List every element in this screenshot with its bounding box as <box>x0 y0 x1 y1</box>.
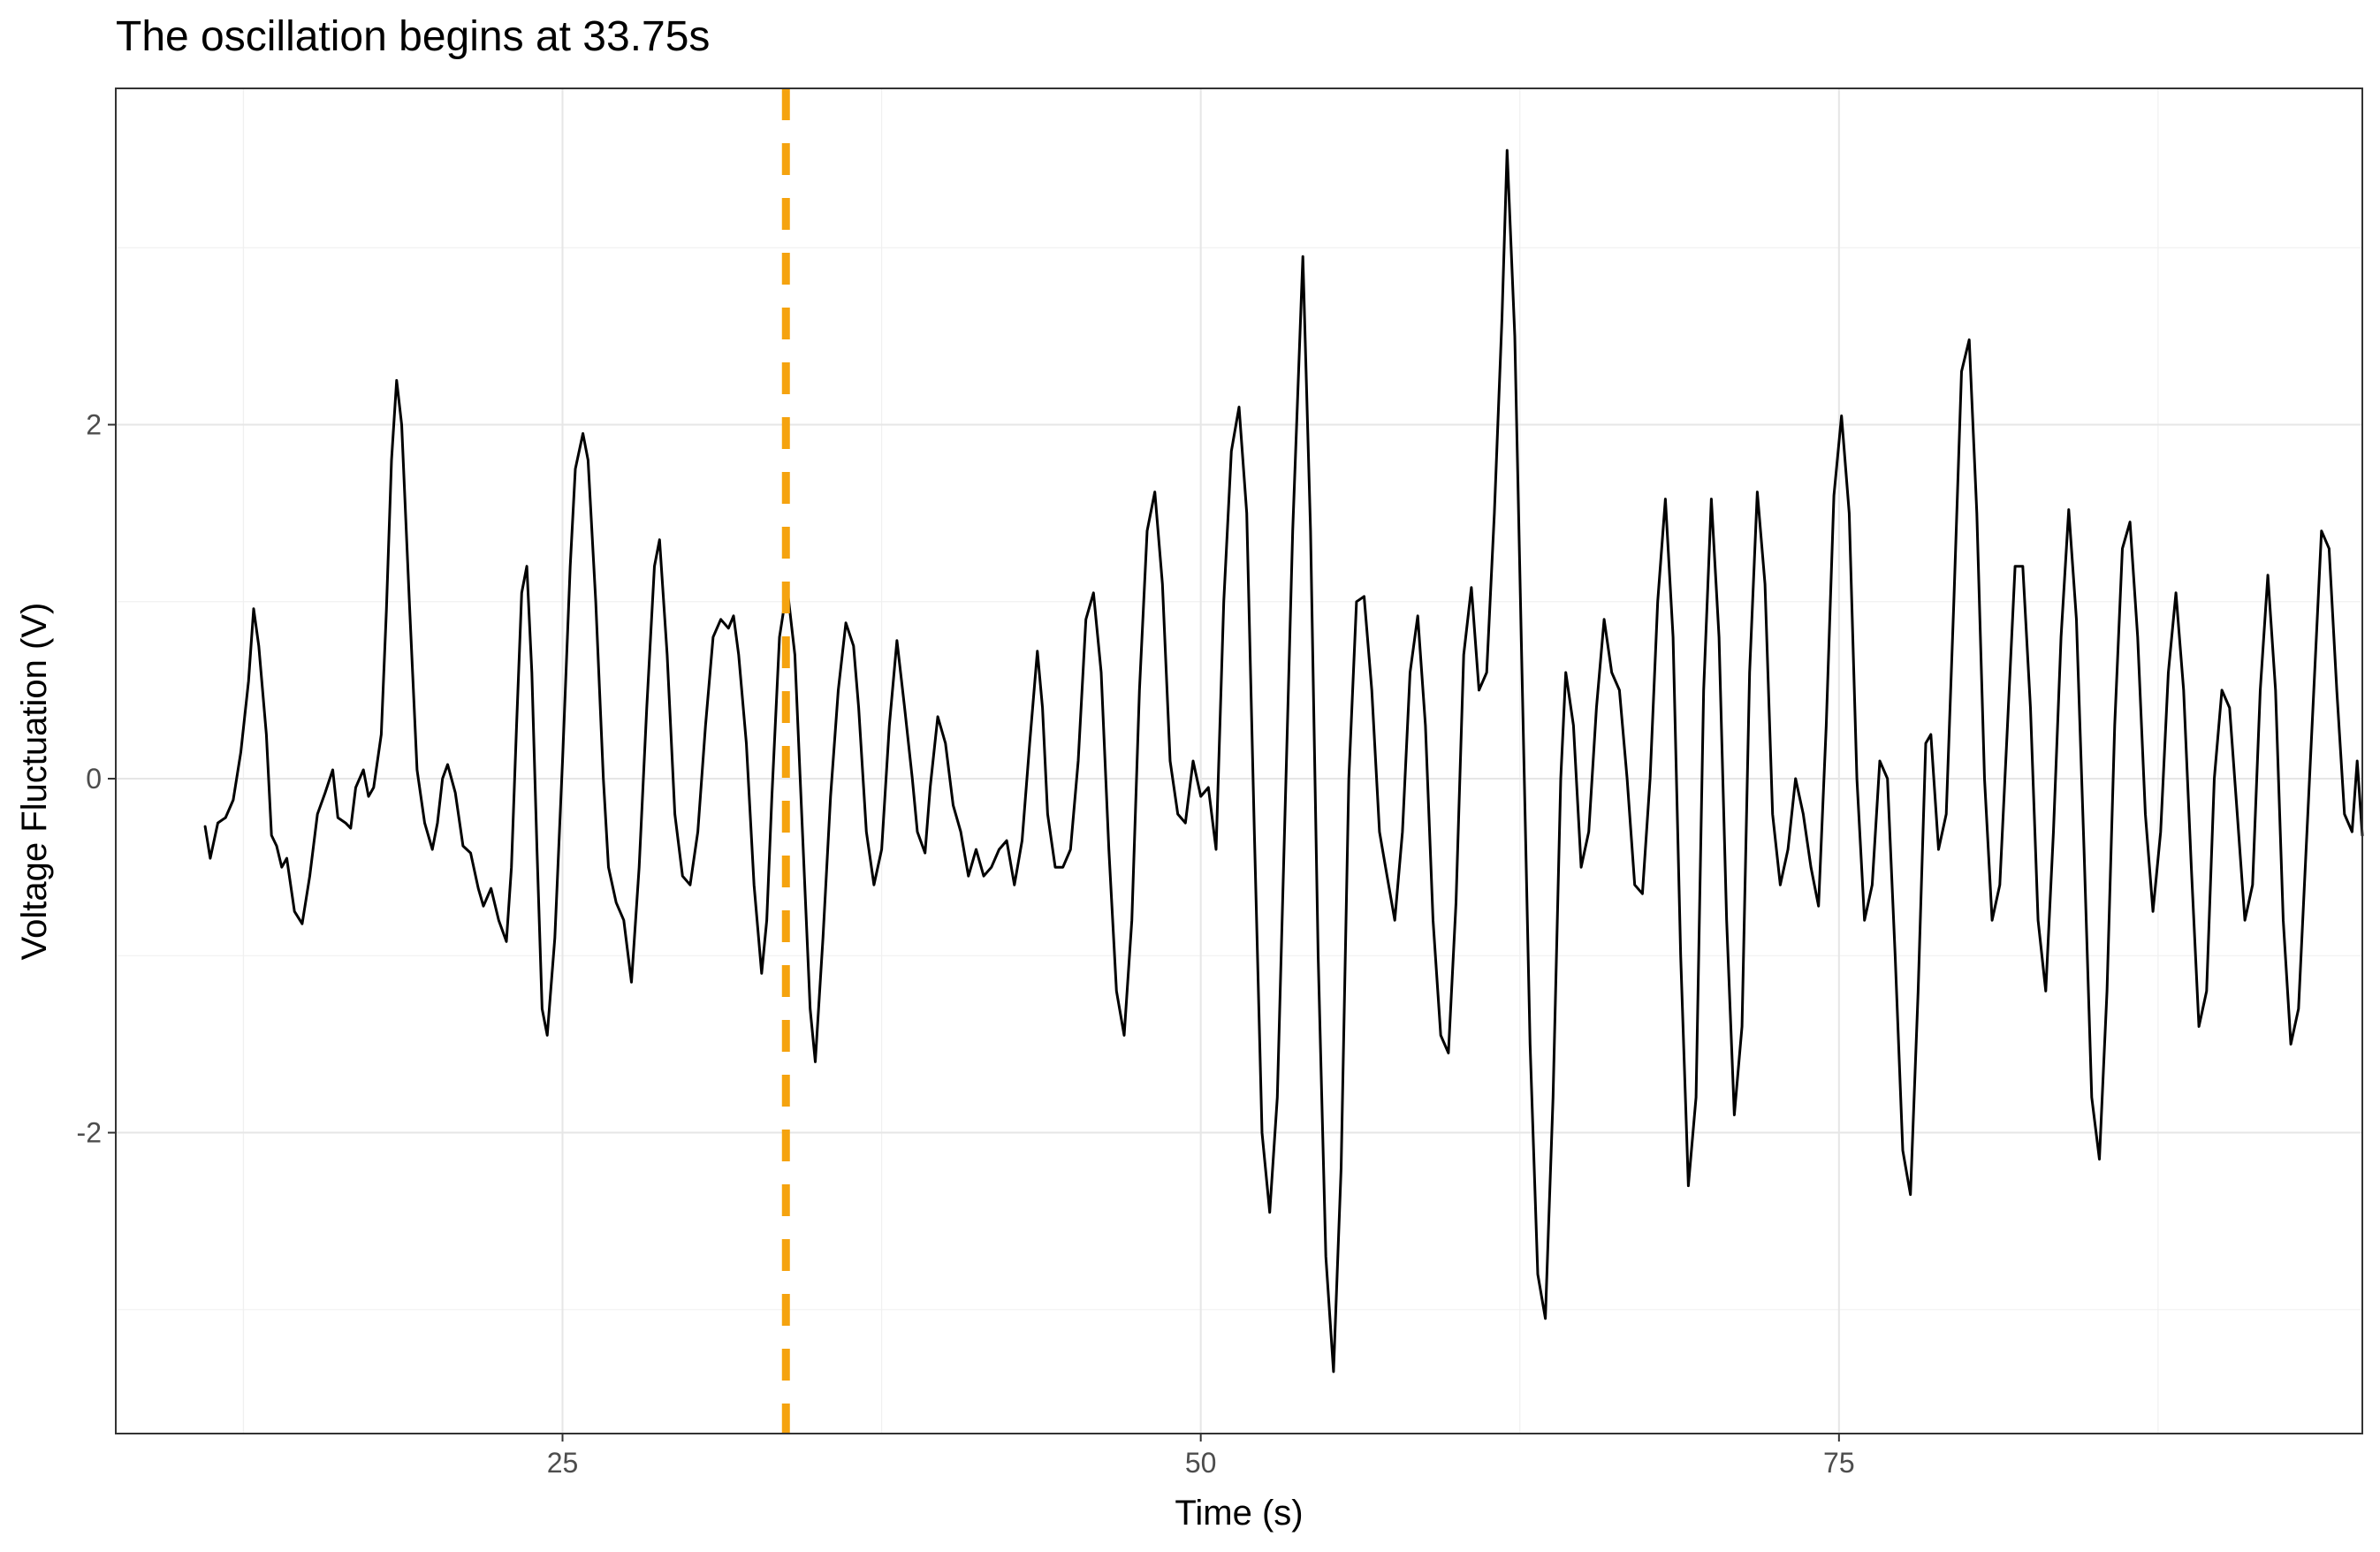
y-tick-label: 0 <box>86 763 102 795</box>
y-tick-label: 2 <box>86 409 102 441</box>
panel-border <box>115 87 2363 1434</box>
y-axis: -2 0 2 <box>77 409 116 1149</box>
x-tick-label: 50 <box>1185 1447 1217 1479</box>
series-layer <box>203 148 2364 1373</box>
x-tick-label: 25 <box>547 1447 579 1479</box>
x-tick-label: 75 <box>1823 1447 1855 1479</box>
x-axis: 25 50 75 <box>547 1434 1855 1479</box>
y-tick-label: -2 <box>77 1117 102 1149</box>
chart-title: The oscillation begins at 33.75s <box>116 13 711 60</box>
y-axis-title: Voltage Fluctuation (V) <box>15 603 54 961</box>
voltage-series-line <box>203 148 2364 1373</box>
minor-gridlines <box>116 88 2362 1434</box>
x-axis-title: Time (s) <box>1175 1494 1303 1533</box>
major-gridlines <box>116 88 2362 1434</box>
